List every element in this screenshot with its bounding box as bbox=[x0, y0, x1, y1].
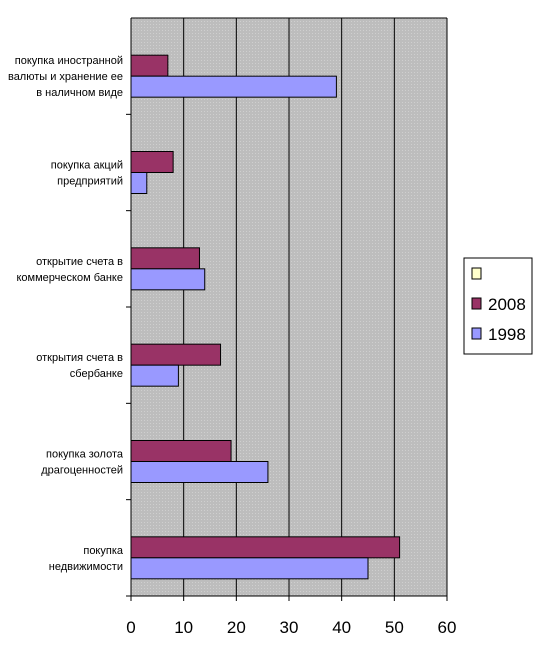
legend-label: 1998 bbox=[488, 325, 526, 344]
x-tick-label: 10 bbox=[174, 618, 193, 637]
category-label-line: драгоценностей bbox=[41, 465, 123, 477]
category-label-line: покупка bbox=[83, 545, 124, 557]
x-axis-ticks: 0 10 20 30 40 50 60 bbox=[126, 596, 456, 637]
bar-1998-3 bbox=[130, 364, 179, 387]
bar-2008-1 bbox=[130, 151, 174, 173]
category-label: покупка акций предприятий bbox=[51, 160, 123, 188]
category-label-line: недвижимости bbox=[49, 561, 123, 573]
x-tick-label: 60 bbox=[438, 618, 457, 637]
x-tick-label: 20 bbox=[227, 618, 246, 637]
bar-1998-1 bbox=[130, 172, 148, 194]
category-label-line: предприятий bbox=[57, 176, 123, 188]
category-label: открытие счета в коммерческом банке bbox=[17, 256, 124, 284]
x-tick-label: 50 bbox=[385, 618, 404, 637]
category-label-line: покупка акций bbox=[51, 160, 123, 172]
bar-2008-4 bbox=[130, 440, 232, 462]
bars bbox=[130, 54, 401, 580]
category-label-line: покупка иностранной bbox=[15, 55, 123, 67]
legend-swatch bbox=[471, 327, 482, 340]
bar-1998-4 bbox=[130, 461, 269, 483]
bar-2008-2 bbox=[130, 247, 200, 270]
bar-1998-0 bbox=[130, 75, 337, 98]
bar-1998-5 bbox=[130, 557, 369, 580]
category-label-line: покупка золота bbox=[46, 449, 124, 461]
legend: 2008 1998 bbox=[463, 257, 533, 355]
x-tick-label: 0 bbox=[126, 618, 135, 637]
category-labels: покупка иностранной валюты и хранение ее в… bbox=[8, 55, 124, 573]
category-label-line: открытия счета в bbox=[36, 352, 123, 364]
category-label: покупка иностранной валюты и хранение ее в… bbox=[8, 55, 123, 99]
legend-swatch bbox=[471, 297, 482, 310]
x-tick-label: 40 bbox=[332, 618, 351, 637]
category-label-line: открытие счета в bbox=[36, 256, 123, 268]
bar-2008-5 bbox=[130, 536, 401, 559]
category-label: покупка золота драгоценностей bbox=[41, 449, 124, 477]
bar-2008-0 bbox=[130, 54, 169, 77]
category-label-line: коммерческом банке bbox=[17, 272, 124, 284]
x-tick-label: 30 bbox=[280, 618, 299, 637]
category-label: открытия счета в сбербанке bbox=[36, 352, 123, 380]
category-label: покупка недвижимости bbox=[49, 545, 124, 573]
legend-label: 2008 bbox=[488, 295, 526, 314]
category-label-line: валюты и хранение ее bbox=[8, 71, 123, 83]
category-label-line: в наличном виде bbox=[36, 87, 123, 99]
legend-swatch bbox=[471, 267, 482, 280]
category-label-line: сбербанке bbox=[70, 368, 123, 380]
bar-2008-3 bbox=[130, 343, 222, 366]
bar-1998-2 bbox=[130, 268, 206, 291]
